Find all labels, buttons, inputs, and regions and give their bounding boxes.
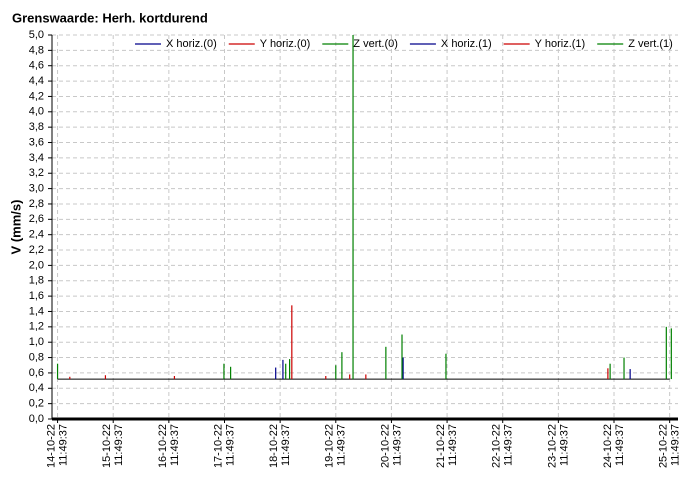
x-tick-label: 16-10-22: [157, 424, 169, 468]
y-tick-label: 0,0: [29, 413, 44, 425]
y-tick-label: 2,4: [29, 229, 44, 241]
y-tick-label: 4,0: [29, 106, 44, 118]
y-tick-label: 2,0: [29, 259, 44, 271]
legend-label: Y horiz.(1): [535, 38, 586, 50]
x-tick-label: 15-10-22: [101, 424, 113, 468]
y-tick-label: 1,8: [29, 275, 44, 287]
y-tick-label: 2,6: [29, 213, 44, 225]
x-tick-label: 11:49:37: [224, 424, 236, 466]
legend-label: X horiz.(1): [441, 38, 492, 50]
x-tick-label: 11:49:37: [280, 424, 292, 466]
x-tick-label: 11:49:37: [113, 424, 125, 466]
y-tick-label: 4,8: [29, 44, 44, 56]
x-tick-label: 11:49:37: [336, 424, 348, 466]
y-tick-label: 1,2: [29, 321, 44, 333]
y-tick-label: 3,2: [29, 167, 44, 179]
x-tick-label: 20-10-22: [379, 424, 391, 468]
y-tick-label: 1,0: [29, 336, 44, 348]
y-tick-label: 3,0: [29, 183, 44, 195]
legend-label: Z vert.(0): [353, 38, 398, 50]
y-tick-label: 4,6: [29, 60, 44, 72]
legend-label: X horiz.(0): [166, 38, 217, 50]
x-tick-label: 23-10-22: [546, 424, 558, 468]
y-tick-label: 2,2: [29, 244, 44, 256]
x-tick-label: 14-10-22: [45, 424, 57, 468]
y-tick-label: 1,6: [29, 290, 44, 302]
y-tick-label: 0,8: [29, 351, 44, 363]
y-tick-label: 0,2: [29, 398, 44, 410]
y-tick-label: 3,8: [29, 121, 44, 133]
x-tick-label: 11:49:37: [503, 424, 515, 466]
y-axis-label: V (mm/s): [8, 200, 23, 255]
y-tick-label: 1,4: [29, 305, 44, 317]
x-tick-label: 24-10-22: [602, 424, 614, 468]
x-tick-label: 11:49:37: [57, 424, 69, 466]
x-tick-label: 19-10-22: [324, 424, 336, 468]
x-tick-label: 25-10-22: [658, 424, 670, 468]
chart-title: Grenswaarde: Herh. kortdurend: [12, 10, 208, 25]
y-tick-label: 3,4: [29, 152, 44, 164]
x-tick-label: 11:49:37: [169, 424, 181, 466]
x-tick-label: 11:49:37: [670, 424, 682, 466]
x-tick-label: 11:49:37: [558, 424, 570, 466]
y-tick-label: 4,2: [29, 90, 44, 102]
x-tick-label: 21-10-22: [435, 424, 447, 468]
legend-label: Y horiz.(0): [260, 38, 311, 50]
y-tick-label: 4,4: [29, 75, 44, 87]
x-tick-label: 22-10-22: [491, 424, 503, 468]
x-tick-label: 18-10-22: [268, 424, 280, 468]
x-tick-label: 11:49:37: [391, 424, 403, 466]
x-tick-label: 11:49:37: [614, 424, 626, 466]
y-tick-label: 0,4: [29, 382, 44, 394]
x-tick-label: 11:49:37: [447, 424, 459, 466]
y-tick-label: 0,6: [29, 367, 44, 379]
y-tick-label: 2,8: [29, 198, 44, 210]
legend-label: Z vert.(1): [628, 38, 673, 50]
y-tick-label: 5,0: [29, 29, 44, 41]
x-tick-label: 17-10-22: [212, 424, 224, 468]
y-tick-label: 3,6: [29, 136, 44, 148]
